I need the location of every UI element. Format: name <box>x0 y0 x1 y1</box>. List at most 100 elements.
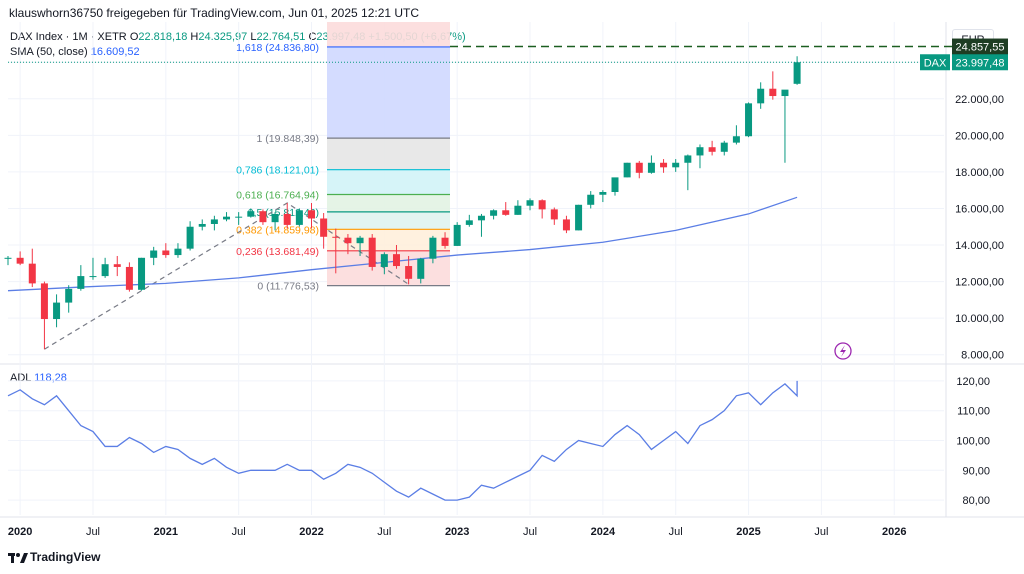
candle-body <box>708 147 716 152</box>
candle-body <box>332 236 340 238</box>
candle-body <box>138 257 146 290</box>
time-axis-tick: 2026 <box>882 526 906 538</box>
lightning-icon-bolt <box>840 345 846 357</box>
fib-trend-line <box>44 202 409 350</box>
candle-body <box>696 147 704 156</box>
candle-body <box>235 216 243 218</box>
lightning-icon-circle <box>834 342 852 360</box>
candle-body <box>757 88 765 104</box>
low-label: L <box>250 31 257 43</box>
symbol-ohlc-row: DAX Index · 1M · XETR O22.818,18 H24.325… <box>10 30 466 45</box>
open-value: 22.818,18 <box>138 31 188 43</box>
candle-body <box>562 219 570 231</box>
candle-body <box>745 103 753 137</box>
candle-body <box>308 210 315 219</box>
last-price-tag <box>952 54 1008 71</box>
candle-body <box>490 210 498 216</box>
candle-body <box>101 264 109 277</box>
candle-body <box>320 218 328 237</box>
fib-zone <box>327 250 450 286</box>
candle-body <box>647 162 655 173</box>
fib-level-label: 0,618 (16.764,94) <box>236 189 319 201</box>
candle-body <box>40 283 48 320</box>
sma-value: 16.609,52 <box>90 46 140 58</box>
candle-body <box>295 210 303 225</box>
adl-axis-tick: 90,00 <box>962 465 990 477</box>
adl-value: 118,28 <box>34 372 67 384</box>
adl-label[interactable]: ADL <box>10 372 31 384</box>
fib-level-label: 0,5 (15.812,46) <box>248 207 319 219</box>
candle-body <box>174 248 182 256</box>
time-axis-tick: Jul <box>377 526 391 538</box>
candle-body <box>65 288 73 303</box>
candle-body <box>4 257 12 259</box>
close-label: C <box>308 31 317 43</box>
candle-body <box>417 258 425 279</box>
candle-body <box>611 177 619 192</box>
time-axis-tick: 2023 <box>445 526 469 538</box>
fib-zone <box>327 46 450 139</box>
candle-body <box>769 88 777 97</box>
price-axis-tick: 18.000,00 <box>955 167 1004 179</box>
candle-body <box>356 237 364 244</box>
sma-line <box>7 196 798 292</box>
candle-body <box>125 266 133 290</box>
candle-body <box>77 276 85 289</box>
sma-row: SMA (50, close) 16.609,52 <box>10 45 466 60</box>
time-axis-tick: Jul <box>669 526 683 538</box>
tradingview-logo-icon <box>8 552 28 563</box>
fib-level-label: 0 (11.776,53) <box>257 281 319 293</box>
candle-body <box>198 223 206 227</box>
fib-zone <box>327 194 450 212</box>
last-price-tag-label: 23.997,48 <box>956 57 1005 69</box>
time-axis-tick: 2020 <box>8 526 32 538</box>
candle-body <box>368 237 376 267</box>
candle-body <box>210 219 218 224</box>
price-axis-tick: 24.000,00 <box>955 57 1004 69</box>
fib-zone <box>327 229 450 251</box>
symbol-tag <box>920 54 950 71</box>
candle-body <box>441 237 449 246</box>
time-axis-tick: 2024 <box>591 526 616 538</box>
candle-body <box>271 213 279 223</box>
price-axis-tick: 16.000,00 <box>955 203 1004 215</box>
change-value: +1.500,50 (+6,67%) <box>368 31 466 43</box>
candle-body <box>623 162 631 178</box>
candle-body <box>587 194 595 205</box>
candle-body <box>514 205 522 215</box>
time-axis-tick: Jul <box>523 526 537 538</box>
time-axis-tick: Jul <box>814 526 828 538</box>
sma-label[interactable]: SMA (50, close) <box>10 46 88 58</box>
candle-body <box>28 263 36 284</box>
candle-body <box>429 237 437 259</box>
time-axis-tick: 2025 <box>736 526 760 538</box>
candle-body <box>405 266 413 279</box>
time-axis-tick: Jul <box>86 526 100 538</box>
time-axis-tick: 2021 <box>154 526 178 538</box>
candle-body <box>781 89 789 97</box>
candle-body <box>89 276 97 278</box>
high-value: 24.325,97 <box>198 31 248 43</box>
candle-body <box>113 264 121 267</box>
footer-brand[interactable]: TradingView <box>8 550 100 564</box>
candle-body <box>453 224 461 246</box>
symbol-label[interactable]: DAX Index · 1M · XETR <box>10 31 127 43</box>
symbol-tag-label: DAX <box>924 57 947 69</box>
candle-body <box>599 192 607 195</box>
candle-body <box>526 200 534 206</box>
candle-body <box>538 200 546 210</box>
price-axis-tick: 10.000,00 <box>955 313 1004 325</box>
fib-level-label: 0,786 (18.121,01) <box>236 165 319 177</box>
open-label: O <box>129 31 139 43</box>
candle-body <box>259 211 267 223</box>
candle-body <box>550 209 558 220</box>
candle-body <box>344 237 352 244</box>
currency-button[interactable]: EUR <box>952 29 994 51</box>
candle-body <box>53 302 61 320</box>
adl-line <box>7 380 798 501</box>
candle-body <box>684 155 692 163</box>
candle-body <box>247 211 255 217</box>
time-axis-tick: 2022 <box>299 526 323 538</box>
candle-body <box>793 62 801 84</box>
